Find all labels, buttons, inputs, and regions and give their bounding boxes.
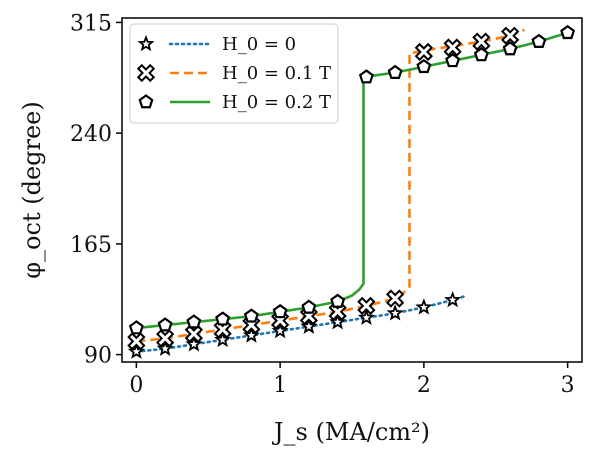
legend-label: H_0 = 0.1 T <box>222 63 331 84</box>
data-point <box>387 64 403 79</box>
data-point <box>127 332 146 351</box>
data-point <box>128 320 144 335</box>
data-point <box>272 303 288 319</box>
x-tick-label: 3 <box>561 373 575 398</box>
legend-entry-2: H_0 = 0.2 T <box>138 92 331 113</box>
data-point <box>386 304 404 321</box>
x-axis-label: J_s (MA/cm²) <box>271 418 430 446</box>
legend-box <box>129 23 339 124</box>
legend-marker <box>136 63 156 83</box>
y-tick-label: 315 <box>70 11 112 36</box>
ticks: 0 1 2 3 90 165 240 315 <box>70 11 575 398</box>
data-point <box>330 293 346 308</box>
x-tick-label: 0 <box>129 373 143 398</box>
data-point <box>472 32 491 51</box>
data-point <box>415 298 433 315</box>
data-point <box>213 320 232 339</box>
data-point <box>385 289 405 308</box>
data-point <box>328 302 347 321</box>
data-point <box>500 26 520 45</box>
data-point <box>560 24 576 40</box>
data-point <box>243 308 259 323</box>
y-axis-label: φ_oct (degree) <box>18 101 46 279</box>
data-point <box>186 314 202 329</box>
data-point <box>502 41 518 56</box>
legend: H_0 = 0 H_0 = 0.1 T H_0 = 0.2 T <box>129 23 339 124</box>
axes-frame <box>121 17 583 363</box>
data-point <box>155 329 175 348</box>
data-point <box>414 42 434 62</box>
legend-marker <box>138 94 154 109</box>
data-point <box>157 317 173 332</box>
data-point <box>358 69 374 84</box>
x-tick-label: 1 <box>273 373 287 398</box>
data-point <box>301 299 317 314</box>
plot-area <box>127 24 576 359</box>
x-tick-label: 2 <box>417 373 431 398</box>
y-tick-label: 165 <box>70 233 112 258</box>
data-point <box>215 311 231 326</box>
y-tick-label: 240 <box>70 122 112 147</box>
data-point <box>473 47 489 62</box>
data-point <box>357 296 376 316</box>
data-point <box>184 324 204 344</box>
legend-marker <box>137 35 155 52</box>
data-point <box>531 33 547 48</box>
data-point <box>443 38 462 57</box>
data-point <box>416 58 432 74</box>
y-tick-label: 90 <box>84 344 112 369</box>
legend-entry-0: H_0 = 0 <box>137 34 296 55</box>
legend-label: H_0 = 0.2 T <box>222 92 331 113</box>
legend-label: H_0 = 0 <box>222 34 296 55</box>
data-point <box>444 291 462 308</box>
data-point <box>357 308 375 325</box>
series-markers-2 <box>128 24 576 335</box>
legend-entry-1: H_0 = 0.1 T <box>136 63 331 84</box>
data-point <box>445 52 461 68</box>
